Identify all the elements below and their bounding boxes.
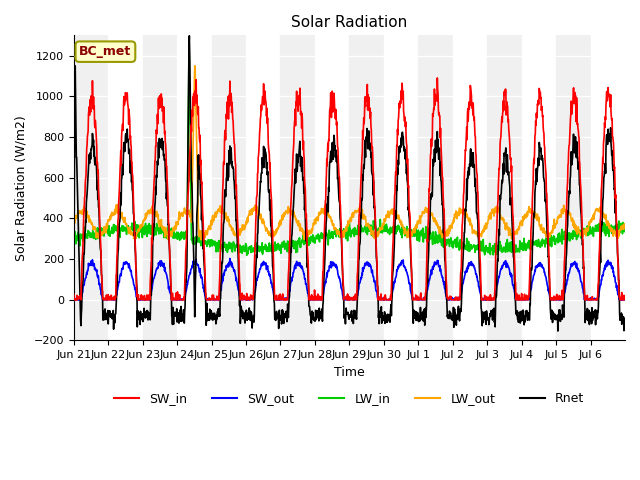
Line: LW_out: LW_out: [74, 66, 625, 240]
Line: LW_in: LW_in: [74, 56, 625, 255]
Bar: [349, 36, 384, 340]
Bar: [487, 36, 522, 340]
LW_out: [156, 219, 164, 225]
Bar: [419, 36, 452, 340]
SW_out: [561, 291, 568, 297]
LW_in: [614, 225, 622, 231]
Bar: [280, 36, 315, 340]
SW_out: [71, 297, 79, 303]
Rnet: [614, 258, 622, 264]
LW_in: [621, 225, 628, 230]
Rnet: [561, 287, 568, 293]
Bar: [143, 36, 177, 340]
LW_out: [480, 226, 488, 232]
LW_out: [561, 207, 568, 213]
SW_in: [335, 172, 343, 178]
LW_out: [614, 235, 622, 241]
Rnet: [324, 185, 332, 191]
LW_in: [243, 252, 251, 258]
SW_out: [70, 297, 77, 302]
SW_in: [480, 297, 488, 303]
LW_out: [191, 63, 198, 69]
SW_in: [70, 297, 78, 303]
Y-axis label: Solar Radiation (W/m2): Solar Radiation (W/m2): [15, 115, 28, 261]
Rnet: [554, 328, 562, 334]
Line: Rnet: Rnet: [74, 36, 625, 331]
LW_out: [325, 212, 333, 218]
SW_out: [614, 291, 622, 297]
SW_out: [325, 267, 333, 273]
Rnet: [70, 317, 77, 323]
LW_in: [325, 234, 333, 240]
Rnet: [186, 33, 193, 38]
LW_in: [335, 234, 343, 240]
SW_in: [433, 75, 441, 81]
Bar: [177, 36, 212, 340]
LW_in: [480, 246, 488, 252]
Bar: [246, 36, 280, 340]
SW_out: [226, 256, 234, 262]
LW_out: [335, 230, 343, 236]
Bar: [522, 36, 556, 340]
LW_in: [156, 230, 164, 236]
SW_out: [156, 262, 164, 267]
SW_in: [561, 260, 568, 266]
SW_in: [614, 262, 622, 268]
Line: SW_out: SW_out: [74, 259, 625, 300]
Rnet: [335, 196, 343, 202]
LW_out: [621, 224, 628, 230]
SW_in: [621, 295, 628, 300]
SW_in: [324, 137, 332, 143]
LW_in: [70, 237, 77, 243]
SW_in: [156, 98, 164, 104]
SW_out: [335, 276, 343, 282]
Bar: [212, 36, 246, 340]
SW_out: [621, 297, 628, 303]
LW_out: [70, 220, 77, 226]
Bar: [108, 36, 143, 340]
Rnet: [479, 320, 487, 325]
Rnet: [621, 317, 628, 323]
Bar: [452, 36, 487, 340]
X-axis label: Time: Time: [334, 366, 365, 379]
LW_out: [197, 237, 205, 243]
LW_in: [185, 53, 193, 59]
Bar: [556, 36, 591, 340]
Bar: [74, 36, 108, 340]
Bar: [384, 36, 419, 340]
Rnet: [156, 143, 164, 149]
Line: SW_in: SW_in: [74, 78, 625, 300]
Bar: [591, 36, 625, 340]
SW_out: [480, 297, 488, 303]
Text: BC_met: BC_met: [79, 45, 132, 58]
Legend: SW_in, SW_out, LW_in, LW_out, Rnet: SW_in, SW_out, LW_in, LW_out, Rnet: [109, 387, 589, 410]
Title: Solar Radiation: Solar Radiation: [291, 15, 408, 30]
SW_in: [70, 291, 77, 297]
LW_in: [561, 228, 568, 234]
Bar: [315, 36, 349, 340]
